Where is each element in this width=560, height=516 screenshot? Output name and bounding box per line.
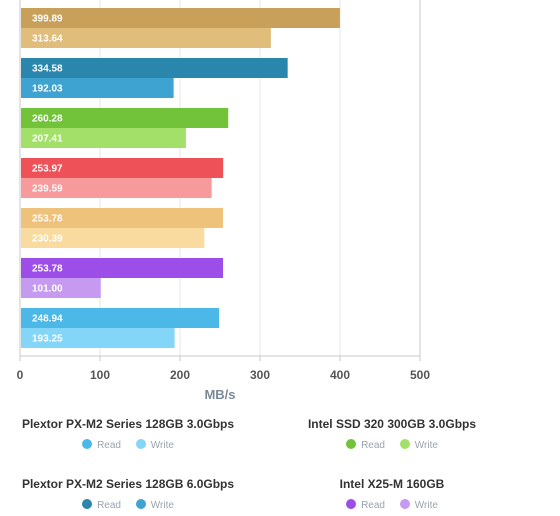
bar-value-label: 239.59 [32, 184, 63, 195]
bar-value-label: 101.00 [32, 284, 63, 295]
legend-title: Plextor PX-M2 Series 128GB 3.0Gbps [21, 417, 235, 431]
legend-entry-plextor-6gbps: Plextor PX-M2 Series 128GB 6.0Gbps Read … [0, 477, 256, 511]
bar [21, 58, 288, 78]
bar [21, 178, 212, 198]
legend-read-key[interactable]: Read [346, 499, 385, 511]
legend-write-label: Write [414, 440, 438, 451]
bar [21, 128, 186, 148]
bar-value-label: 192.03 [32, 84, 63, 95]
legend-write-label: Write [150, 440, 174, 451]
bar [21, 308, 220, 328]
write-color-swatch [399, 499, 410, 509]
bar [21, 28, 271, 48]
legend-write-label: Write [414, 500, 438, 511]
bar-value-label: 253.78 [32, 264, 63, 275]
legend-read-label: Read [361, 500, 385, 511]
legend-read-label: Read [361, 440, 385, 451]
x-tick-label: 300 [250, 368, 270, 382]
bar-value-label: 230.39 [32, 234, 63, 245]
bar-value-label: 248.94 [32, 314, 63, 325]
bar-value-label: 399.89 [32, 14, 63, 25]
bar [21, 8, 340, 28]
legend-read-key[interactable]: Read [82, 439, 121, 451]
bar-value-label: 207.41 [32, 134, 63, 145]
legend-read-key[interactable]: Read [82, 499, 121, 511]
x-tick-label: 100 [90, 368, 110, 382]
legend-entry-intel-x25m: Intel X25-M 160GB Read Write [292, 477, 492, 511]
read-color-swatch [346, 439, 357, 449]
bar [21, 208, 224, 228]
read-color-swatch [346, 499, 357, 509]
bar-value-label: 253.78 [32, 214, 63, 225]
legend-title: Intel SSD 320 300GB 3.0Gbps [307, 417, 477, 431]
write-color-swatch [399, 439, 410, 449]
x-axis-title: MB/s [204, 387, 235, 402]
bar [21, 258, 224, 278]
bar [21, 158, 224, 178]
legend-read-label: Read [97, 440, 121, 451]
legend-read-label: Read [97, 500, 121, 511]
legend-entry-plextor-3gbps: Plextor PX-M2 Series 128GB 3.0Gbps Read … [0, 417, 256, 451]
legend-write-key[interactable]: Write [399, 499, 438, 511]
x-axis: 0 100 200 300 400 500 [17, 0, 430, 382]
legend-write-key[interactable]: Write [135, 499, 174, 511]
bar-value-label: 313.64 [32, 34, 63, 45]
bar-chart: 399.89 313.64 334.58 192.03 260.28 207.41 253.… [17, 0, 430, 402]
bar [21, 278, 101, 298]
legend-write-key[interactable]: Write [399, 439, 438, 451]
bar-value-label: 334.58 [32, 64, 63, 75]
legend-write-key[interactable]: Write [135, 439, 174, 451]
x-tick-label: 200 [170, 368, 190, 382]
bar [21, 328, 175, 348]
x-tick-label: 400 [330, 368, 350, 382]
legend-write-label: Write [150, 500, 174, 511]
legend-read-key[interactable]: Read [346, 439, 385, 451]
bar [21, 108, 229, 128]
read-color-swatch [82, 439, 93, 449]
legend-title: Intel X25-M 160GB [339, 477, 445, 491]
bar [21, 228, 205, 248]
legend-title: Plextor PX-M2 Series 128GB 6.0Gbps [21, 477, 235, 491]
bar-value-label: 253.97 [32, 164, 63, 175]
x-tick-label: 500 [410, 368, 430, 382]
read-color-swatch [82, 499, 93, 509]
x-tick-label: 0 [17, 368, 24, 382]
write-color-swatch [135, 439, 146, 449]
bar-value-label: 193.25 [32, 334, 63, 345]
bar [21, 78, 174, 98]
write-color-swatch [135, 499, 146, 509]
legend-entry-intel-320: Intel SSD 320 300GB 3.0Gbps Read Write [292, 417, 492, 451]
bar-series: 399.89 313.64 334.58 192.03 260.28 207.41 253.… [21, 8, 340, 348]
bar-value-label: 260.28 [32, 114, 63, 125]
